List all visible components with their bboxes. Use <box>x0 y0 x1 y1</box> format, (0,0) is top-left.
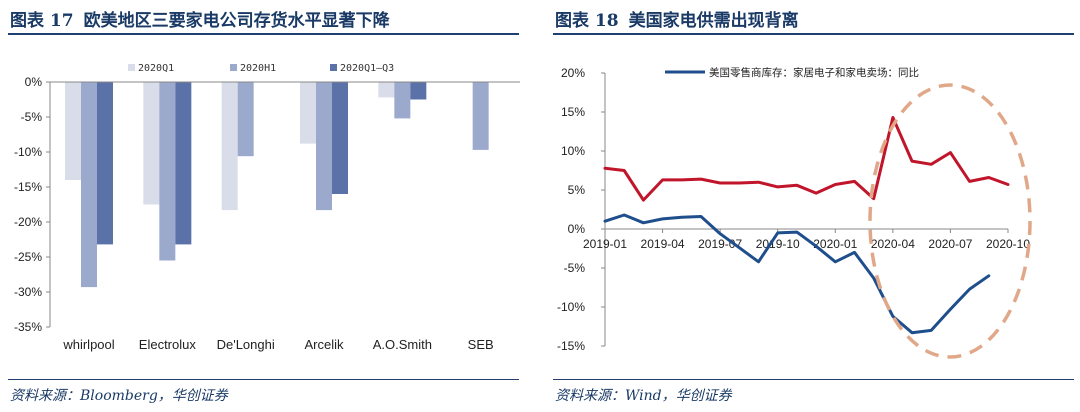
bar-2020h1 <box>237 82 254 157</box>
right-y-tick-label: -10% <box>557 300 585 314</box>
right-y-tick-label: -5% <box>564 261 586 275</box>
left-y-tick-label: -20% <box>14 215 42 229</box>
left-y-tick-label: -10% <box>14 145 42 159</box>
right-y-tick-label: 10% <box>561 144 585 158</box>
left-source-note: 资料来源：Bloomberg，华创证券 <box>10 388 228 404</box>
left-figure-panel: 图表 17 欧美地区三要家电公司存货水平显著下降 0% -5% -10% -15% -20… <box>0 0 525 412</box>
left-title-rule <box>8 33 519 35</box>
left-bar-chart: 0% -5% -10% -15% -20% -25% -30% -35% whirlpool El… <box>14 63 520 352</box>
right-x-tick-label: 2019-04 <box>641 237 685 251</box>
right-legend-label: 美国零售商库存：家居电子和家电卖场：同比 <box>709 66 919 79</box>
right-y-tick-label: 5% <box>568 183 586 197</box>
left-y-tick-label: -5% <box>21 110 43 124</box>
left-legend-label: 2020Q1—Q3 <box>340 63 394 74</box>
bar-2020h1 <box>81 82 97 288</box>
bar-2020q1 <box>378 82 395 98</box>
bar-2020q1-q3 <box>410 82 427 100</box>
left-category-label: Arcelik <box>304 337 344 352</box>
left-legend-swatch <box>330 64 337 71</box>
right-source-note: 资料来源：Wind，华创证券 <box>555 388 732 404</box>
left-legend-label: 2020H1 <box>240 63 276 74</box>
right-x-tick-label: 2020-04 <box>871 237 915 251</box>
right-y-tick-label: 0% <box>568 222 586 236</box>
bar-2020h1 <box>316 82 332 211</box>
left-y-tick-label: -25% <box>14 250 42 264</box>
left-category-label: A.O.Smith <box>373 337 432 352</box>
left-legend-swatch <box>128 64 135 71</box>
right-y-tick-label: -15% <box>557 339 585 353</box>
bar-2020q1 <box>300 82 316 144</box>
inventory-yoy-line <box>603 213 991 335</box>
left-category-label: SEB <box>468 337 494 352</box>
sales-yoy-line <box>603 116 1010 202</box>
left-legend-label: 2020Q1 <box>138 63 174 74</box>
right-y-tick-label: 15% <box>561 105 585 119</box>
left-category-label: De'Longhi <box>217 337 275 352</box>
right-x-tick-label: 2019-01 <box>583 237 627 251</box>
bar-2020q1 <box>65 82 81 180</box>
bar-2020q1-q3 <box>175 82 192 245</box>
right-title-rule <box>553 33 1074 35</box>
highlight-ellipse <box>868 83 1032 359</box>
right-figure-title: 图表 18 美国家电供需出现背离 <box>555 6 809 31</box>
bar-2020h1 <box>159 82 176 261</box>
left-category-label: whirlpool <box>62 337 114 352</box>
left-figure-title: 图表 17 欧美地区三要家电公司存货水平显著下降 <box>10 6 400 31</box>
left-y-tick-label: 0% <box>25 75 43 89</box>
left-y-tick-label: -30% <box>14 285 42 299</box>
left-source-rule <box>8 379 519 380</box>
right-figure-title-text: 美国家电供需出现背离 <box>628 11 799 31</box>
right-figure-label: 图表 18 <box>555 11 619 31</box>
left-figure-label: 图表 17 <box>10 11 74 31</box>
left-figure-title-text: 欧美地区三要家电公司存货水平显著下降 <box>83 11 390 31</box>
right-figure-panel: 图表 18 美国家电供需出现背离 20% 15% 10% 5% 0% -5% -10% -15%… <box>545 0 1080 412</box>
left-category-label: Electrolux <box>139 337 197 352</box>
right-x-tick-label: 2019-10 <box>756 237 800 251</box>
bar-2020q1 <box>143 82 160 205</box>
right-x-tick-label: 2020-07 <box>928 237 972 251</box>
right-x-tick-label: 2020-01 <box>813 237 857 251</box>
bar-2020q1 <box>221 82 238 211</box>
left-y-tick-label: -35% <box>14 320 42 334</box>
right-y-tick-label: 20% <box>561 66 585 80</box>
left-legend-swatch <box>230 64 237 71</box>
bar-2020q1-q3 <box>97 82 113 245</box>
bar-2020q1-q3 <box>332 82 348 194</box>
left-y-tick-label: -15% <box>14 180 42 194</box>
bar-2020h1 <box>472 82 489 150</box>
right-line-chart: 20% 15% 10% 5% 0% -5% -10% -15% 2019-01 2019-04 20… <box>557 66 1032 359</box>
right-x-tick-label: 2020-10 <box>986 237 1030 251</box>
right-source-rule <box>553 379 1074 380</box>
bar-2020h1 <box>394 82 411 119</box>
